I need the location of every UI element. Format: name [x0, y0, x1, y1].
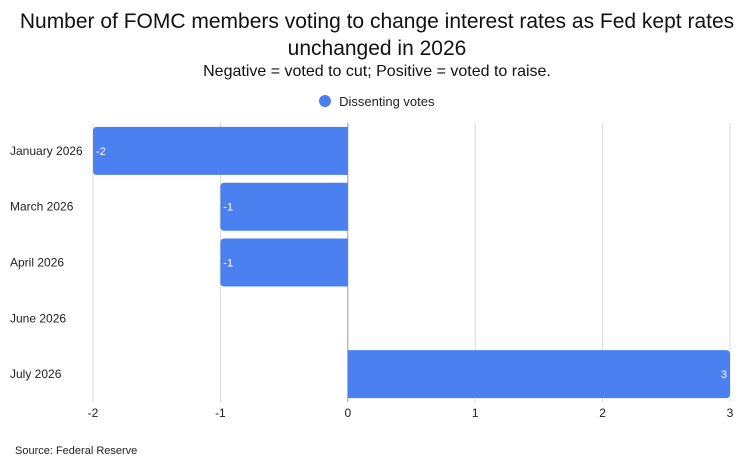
x-tick-label: -2	[88, 406, 99, 420]
bar	[347, 350, 730, 399]
chart-subtitle: Negative = voted to cut; Positive = vote…	[203, 63, 551, 80]
legend-label: Dissenting votes	[339, 94, 435, 109]
source-note: Source: Federal Reserve	[15, 445, 138, 457]
category-label: June 2026	[10, 311, 66, 325]
category-labels: January 2026 March 2026 April 2026 June 202…	[10, 144, 83, 381]
chart-title: Number of FOMC members voting to change …	[19, 10, 735, 60]
legend: Dissenting votes	[0, 93, 754, 111]
data-labels: -2 -1 -1 3	[96, 146, 727, 381]
bar	[220, 182, 348, 231]
bar	[93, 126, 348, 175]
data-label: -1	[223, 202, 233, 214]
x-tick-label: -1	[215, 406, 226, 420]
x-tick-label: 0	[344, 406, 351, 420]
x-tick-label: 3	[727, 406, 734, 420]
x-axis-ticks: -2 -1 0 1 2 3	[88, 406, 734, 420]
legend-swatch	[319, 95, 332, 107]
data-label: 3	[721, 369, 727, 381]
bar	[220, 238, 348, 287]
x-tick-label: 1	[472, 406, 479, 420]
category-label: July 2026	[10, 367, 62, 381]
x-tick-label: 2	[599, 406, 606, 420]
bars	[93, 126, 730, 399]
category-label: January 2026	[10, 144, 83, 158]
category-label: April 2026	[10, 256, 64, 270]
data-label: -1	[223, 258, 233, 270]
category-label: March 2026	[10, 200, 74, 214]
data-label: -2	[96, 146, 106, 158]
bar-chart: -2 -1 -1 3 January 2026 March 2026 April 2026…	[10, 123, 734, 420]
